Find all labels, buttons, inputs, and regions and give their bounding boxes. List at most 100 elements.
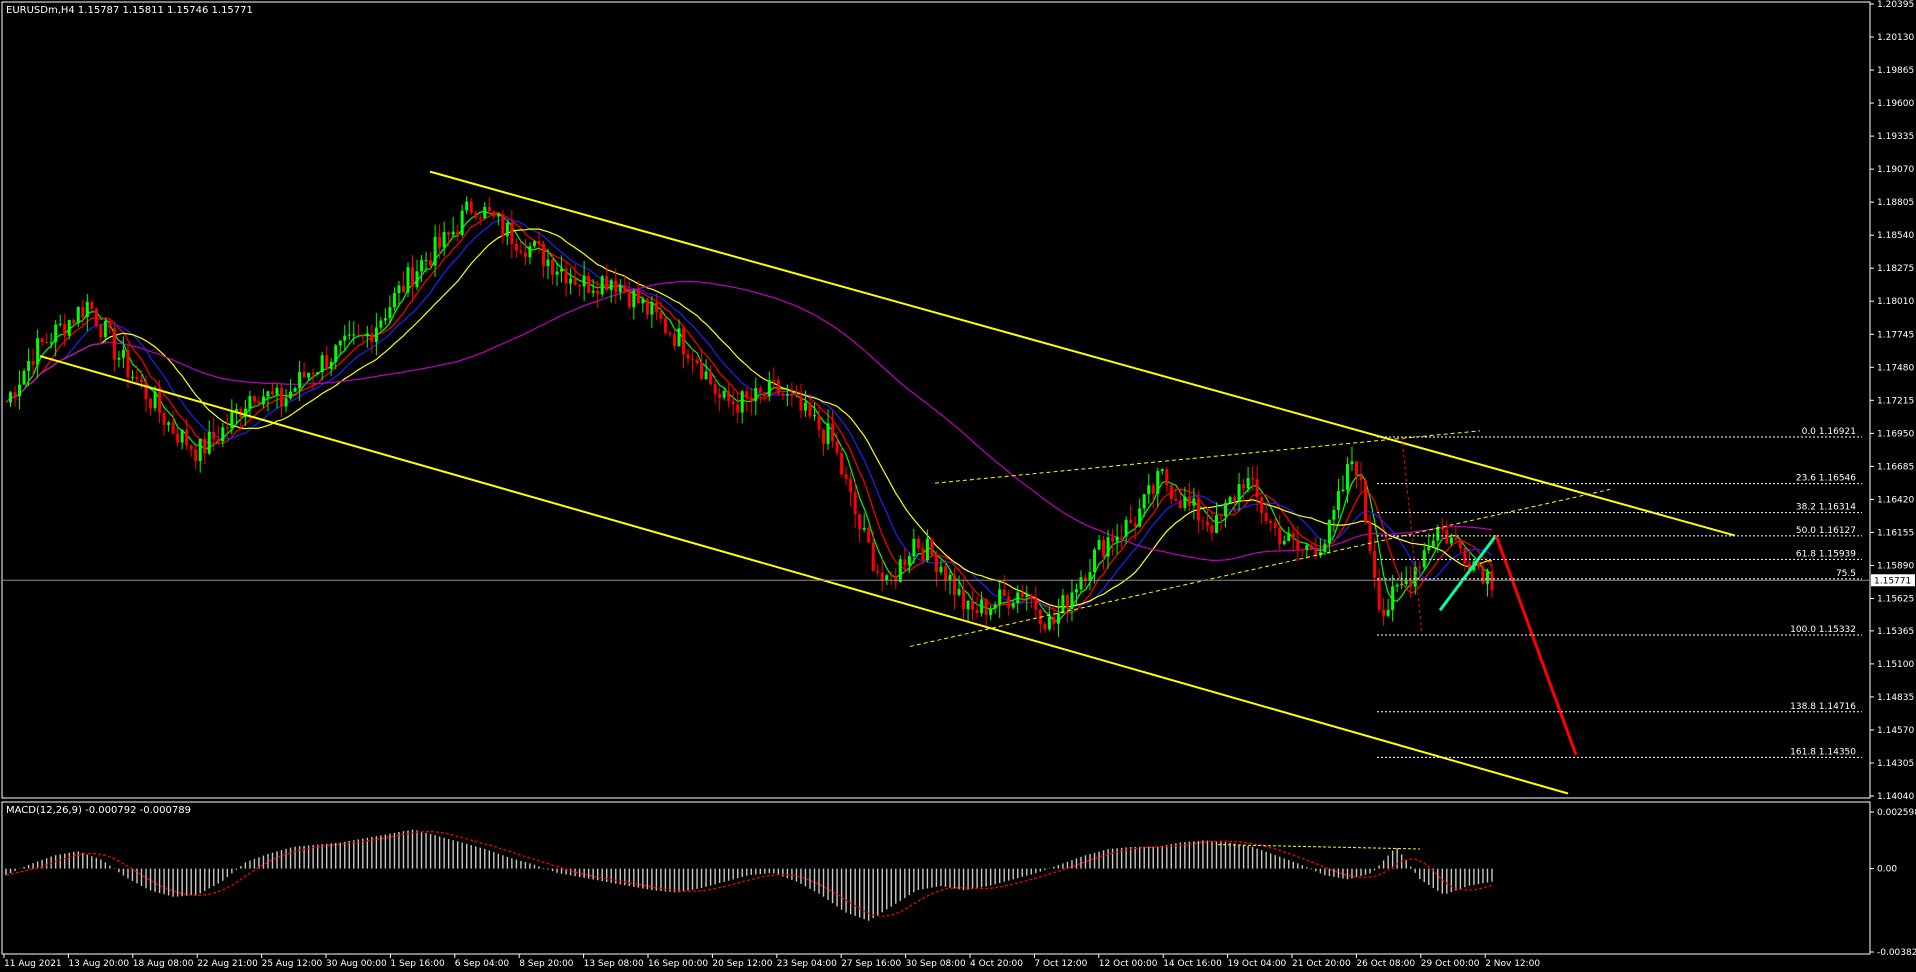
candle-body: [469, 201, 473, 213]
candle-body: [984, 599, 988, 616]
candle-body: [885, 575, 889, 581]
candle-body: [1264, 512, 1268, 522]
candle-body: [686, 354, 690, 359]
candle-body: [1485, 571, 1489, 584]
candle-body: [1083, 577, 1087, 581]
channel-lower-line: [39, 355, 1569, 795]
price-axis: 1.20395 1.20130 1.19865 1.19600 1.19335 1.190…: [1870, 0, 1914, 802]
candle-body: [185, 429, 189, 446]
candle-body: [9, 392, 13, 403]
candle-body: [167, 422, 171, 425]
candle-body: [1282, 541, 1286, 545]
candle-body: [67, 320, 71, 336]
candle-body: [1395, 584, 1399, 587]
indicator-title: MACD(12,26,9) -0.000792 -0.000789: [6, 805, 191, 816]
candle-body: [1070, 592, 1074, 609]
candle-body: [99, 325, 103, 338]
candle-body: [953, 575, 957, 595]
ma-yellow-line: [5, 228, 1493, 608]
candle-body: [754, 387, 758, 402]
time-tick-label: 16 Sep 00:00: [648, 959, 708, 969]
candle-body: [1165, 469, 1169, 486]
candle-body: [948, 575, 952, 580]
candle-body: [749, 397, 753, 402]
candle-body: [257, 401, 261, 405]
fib-level-label: 50.0 1.16127: [1796, 526, 1856, 536]
macd-panel[interactable]: [1, 801, 1871, 955]
candle-body: [1192, 498, 1196, 506]
candle-body: [898, 559, 902, 582]
candle-body: [1156, 471, 1160, 494]
candle-body: [1373, 551, 1377, 578]
price-tick-label: 1.14040: [1877, 792, 1914, 802]
time-tick-label: 19 Oct 04:00: [1228, 959, 1287, 969]
candle-body: [1237, 484, 1241, 501]
candle-body: [1458, 539, 1462, 549]
candle-body: [591, 290, 595, 293]
candle-body: [320, 355, 324, 373]
fib-level-label: 38.2 1.16314: [1796, 503, 1856, 513]
candle-body: [695, 359, 699, 364]
candle-body: [406, 267, 410, 293]
price-tick-label: 1.14835: [1877, 693, 1914, 703]
candle-body: [1323, 543, 1327, 553]
candle-body: [31, 361, 35, 365]
candle-body: [998, 589, 1002, 605]
candle-body: [465, 201, 469, 211]
candle-body: [668, 332, 672, 335]
candle-body: [975, 609, 979, 614]
impulse-leg-line: [1438, 534, 1498, 612]
candle-body: [858, 514, 862, 530]
time-tick-label: 20 Sep 12:00: [712, 959, 772, 969]
candle-body: [894, 576, 898, 582]
candle-body: [623, 286, 627, 293]
candle-body: [1427, 546, 1431, 551]
time-tick-label: 1 Sep 16:00: [390, 959, 445, 969]
candle-body: [1445, 529, 1449, 544]
candle-body: [569, 278, 573, 284]
time-tick-label: 13 Aug 20:00: [68, 959, 129, 969]
candle-body: [397, 285, 401, 294]
candle-body: [293, 388, 297, 392]
fib-level-label: 100.0 1.15332: [1790, 625, 1856, 635]
candle-body: [1287, 533, 1291, 542]
candle-body: [826, 423, 830, 444]
price-tick-label: 1.20130: [1877, 33, 1914, 43]
candle-body: [275, 387, 279, 395]
candle-body: [1224, 503, 1228, 516]
candle-body: [329, 362, 333, 369]
candle-body: [1052, 616, 1056, 624]
fib-level-label: 0.0 1.16921: [1802, 427, 1856, 437]
candle-body: [636, 290, 640, 304]
candle-body: [560, 268, 564, 272]
candle-body: [957, 589, 961, 595]
candle-body: [483, 207, 487, 219]
candle-body: [1205, 521, 1209, 526]
candlesticks: [9, 196, 1494, 637]
time-tick-label: 30 Sep 08:00: [906, 959, 966, 969]
candle-body: [772, 380, 776, 382]
candle-body: [261, 396, 265, 405]
candle-body: [1422, 550, 1426, 568]
candle-body: [654, 302, 658, 313]
candle-body: [149, 399, 153, 409]
time-tick-label: 11 Aug 2021: [4, 959, 62, 969]
candle-body: [523, 252, 527, 258]
candle-body: [1047, 616, 1051, 630]
candle-body: [916, 538, 920, 549]
candle-body: [338, 340, 342, 346]
time-tick-label: 21 Oct 20:00: [1292, 959, 1351, 969]
candle-body: [415, 271, 419, 288]
candle-body: [1467, 563, 1471, 571]
price-tick-label: 1.19070: [1877, 165, 1914, 175]
candle-body: [1300, 549, 1304, 551]
time-tick-label: 22 Aug 21:00: [197, 959, 258, 969]
candle-body: [776, 380, 780, 394]
candle-body: [519, 250, 523, 253]
candle-body: [121, 349, 125, 358]
candle-body: [379, 320, 383, 328]
candle-body: [81, 307, 85, 318]
candle-body: [22, 371, 26, 385]
candle-body: [528, 246, 532, 258]
